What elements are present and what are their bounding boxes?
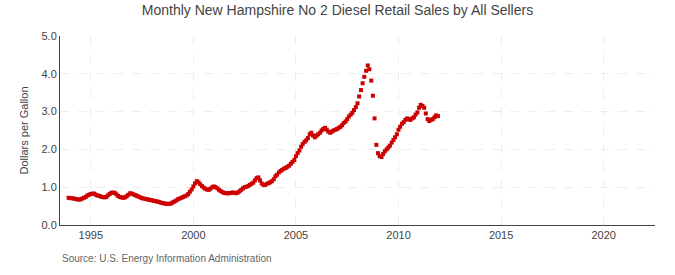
- svg-text:4.0: 4.0: [42, 68, 57, 80]
- svg-text:2005: 2005: [284, 229, 308, 241]
- svg-text:2020: 2020: [591, 229, 615, 241]
- svg-text:Dollars per Gallon: Dollars per Gallon: [18, 86, 30, 174]
- svg-text:Monthly New Hampshire No 2 Die: Monthly New Hampshire No 2 Diesel Retail…: [142, 2, 533, 18]
- svg-text:2000: 2000: [181, 229, 205, 241]
- svg-text:1.0: 1.0: [42, 181, 57, 193]
- svg-text:2.0: 2.0: [42, 143, 57, 155]
- svg-text:5.0: 5.0: [42, 30, 57, 42]
- svg-text:3.0: 3.0: [42, 105, 57, 117]
- svg-text:2015: 2015: [489, 229, 513, 241]
- svg-text:0.0: 0.0: [42, 219, 57, 231]
- svg-text:1995: 1995: [79, 229, 103, 241]
- svg-text:Source: U.S. Energy Informatio: Source: U.S. Energy Information Administ…: [62, 253, 272, 264]
- svg-text:2010: 2010: [386, 229, 410, 241]
